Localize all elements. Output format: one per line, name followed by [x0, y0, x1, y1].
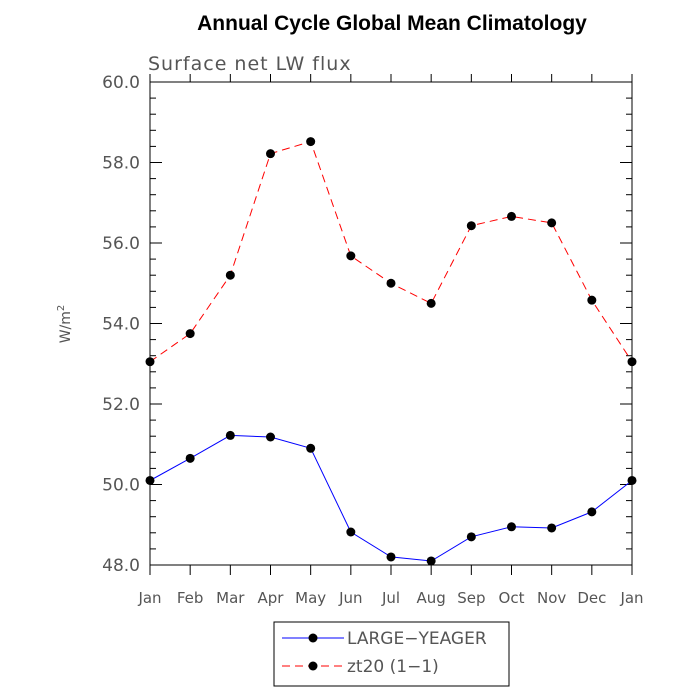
x-tick-label: Jan: [619, 589, 643, 607]
plot-frame: [149, 81, 633, 566]
y-tick-label: 56.0: [102, 234, 140, 254]
series-1-point: [306, 137, 316, 147]
series-line-1: [149, 140, 633, 363]
x-tick-label: Aug: [417, 589, 446, 607]
series-1-point: [466, 221, 476, 231]
series-1-point: [386, 278, 396, 288]
series-layer: [145, 137, 637, 566]
series-0-point: [225, 430, 235, 440]
series-0-point: [266, 432, 275, 442]
series-0-point: [547, 523, 557, 533]
series-0-point: [507, 522, 516, 532]
x-tick-label: Jun: [338, 589, 362, 607]
y-tick-label: 52.0: [102, 395, 140, 415]
axes: 48.0 50.0 52.0 54.0 56.0 58.0 60.0 Jan Feb Mar Apr…: [102, 73, 643, 607]
series-0-point: [185, 453, 195, 463]
legend: LARGE−YEAGER zt20 (1−1): [273, 621, 510, 687]
series-1-point: [426, 298, 436, 308]
x-tick-label: Sep: [457, 589, 485, 607]
legend-label-0: LARGE−YEAGER: [347, 629, 487, 649]
legend-label-1: zt20 (1−1): [347, 657, 439, 677]
y-tick-label: 50.0: [102, 476, 140, 496]
series-0-point: [466, 532, 476, 542]
x-tick-label: May: [295, 589, 326, 607]
series-1-point: [627, 357, 637, 367]
x-tick-label: Dec: [577, 589, 606, 607]
series-1-point: [266, 149, 275, 159]
y-tick-label: 58.0: [102, 154, 140, 174]
series-0-point: [627, 475, 637, 485]
legend-marker-1: [308, 661, 318, 671]
series-1-point: [225, 270, 235, 280]
series-1-point: [587, 295, 597, 305]
series-1-point: [145, 357, 155, 367]
x-tick-label: Mar: [216, 589, 245, 607]
series-1-point: [507, 211, 516, 221]
series-0-point: [346, 527, 356, 537]
y-tick-label: 54.0: [102, 315, 140, 335]
x-tick-label: Jul: [381, 589, 400, 607]
series-line-0: [149, 434, 633, 562]
chart-subtitle: Surface net LW flux: [148, 53, 352, 75]
y-tick-label: 48.0: [102, 556, 140, 576]
legend-marker-0: [308, 633, 318, 643]
y-axis-label: W/m2: [56, 305, 74, 344]
legend-box: [273, 621, 510, 687]
x-tick-label: Apr: [258, 589, 285, 607]
x-tick-label: Jan: [137, 589, 161, 607]
series-0-point: [306, 443, 316, 453]
series-0-point: [145, 475, 155, 485]
series-0-point: [587, 507, 597, 517]
series-1-point: [547, 218, 557, 228]
series-0-point: [426, 556, 436, 566]
series-1-point: [346, 251, 356, 261]
chart-title: Annual Cycle Global Mean Climatology: [197, 12, 587, 35]
x-tick-label: Feb: [177, 589, 204, 607]
series-0-point: [386, 552, 396, 562]
y-tick-label: 60.0: [102, 73, 140, 93]
y-axis-label-superscript: 2: [56, 305, 67, 311]
x-tick-label: Oct: [499, 589, 525, 607]
series-1-point: [185, 329, 195, 339]
x-tick-label: Nov: [537, 589, 566, 607]
y-axis-label-main: W/m: [58, 311, 74, 343]
